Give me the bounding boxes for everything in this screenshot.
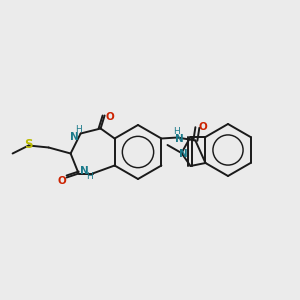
Text: H: H	[75, 125, 82, 134]
Text: N: N	[70, 131, 79, 142]
Text: O: O	[57, 176, 66, 185]
Text: S: S	[24, 138, 33, 151]
Text: H: H	[86, 172, 93, 181]
Text: N: N	[80, 166, 89, 176]
Text: O: O	[198, 122, 207, 131]
Text: N: N	[175, 134, 184, 145]
Text: N: N	[179, 149, 188, 159]
Text: O: O	[105, 112, 114, 122]
Text: H: H	[173, 127, 180, 136]
